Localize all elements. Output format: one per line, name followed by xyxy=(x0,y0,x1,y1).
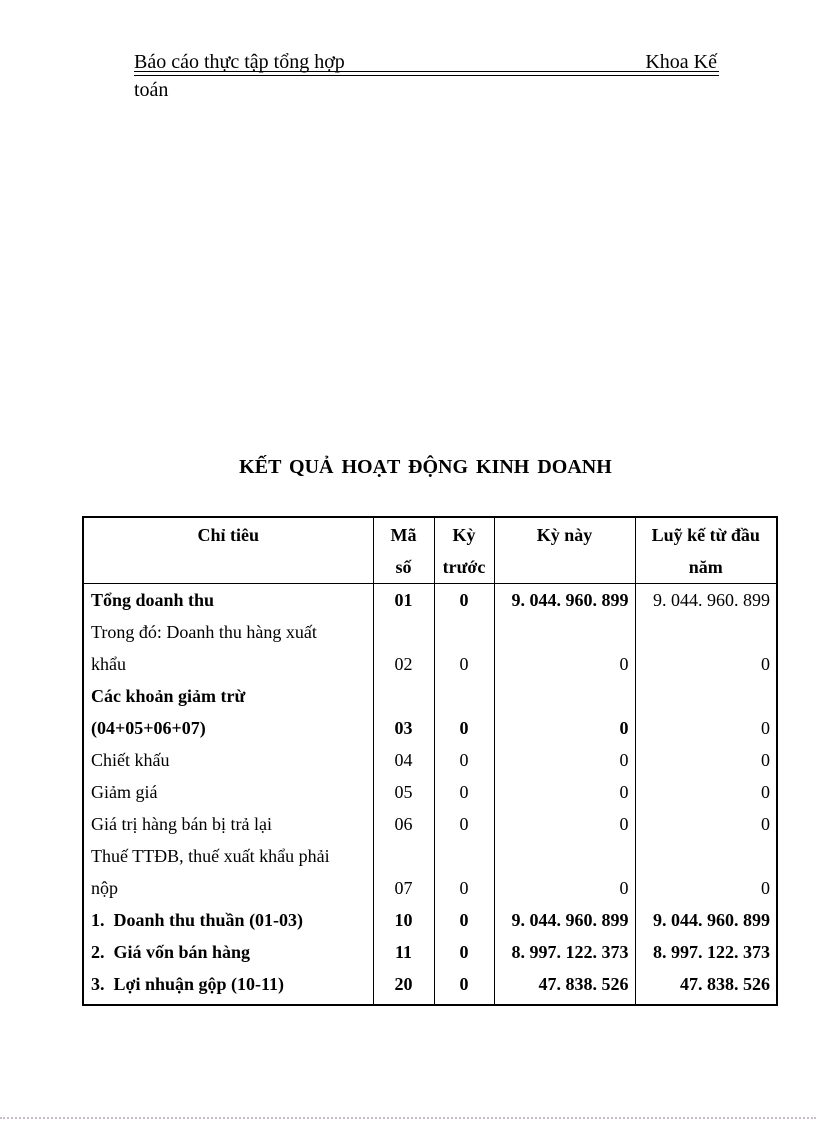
this-period-cell: 0 xyxy=(493,776,636,808)
footer-dotted-line xyxy=(0,1117,816,1119)
code-cell: 04 xyxy=(372,744,435,776)
this-period-cell: 0 xyxy=(493,808,636,840)
row-label-cell: Chiết khấu xyxy=(82,744,374,776)
row-label-cell: Trong đó: Doanh thu hàng xuất khẩu xyxy=(82,616,374,680)
cumulative-cell: 8. 997. 122. 373 xyxy=(634,936,778,968)
this-period-cell: 0 xyxy=(493,680,636,744)
column-header-criteria: Chỉ tiêu xyxy=(82,516,374,584)
this-period-cell: 0 xyxy=(493,744,636,776)
cumulative-cell: 0 xyxy=(634,680,778,744)
header-underline: Báo cáo thực tập tổng hợp Khoa Kế xyxy=(134,50,719,76)
row-label-cell: 1. Doanh thu thuần (01-03) xyxy=(82,904,374,936)
this-period-cell: 47. 838. 526 xyxy=(493,968,636,1005)
cumulative-cell: 0 xyxy=(634,840,778,904)
cumulative-cell: 0 xyxy=(634,616,778,680)
cumulative-cell: 9. 044. 960. 899 xyxy=(634,583,778,616)
this-period-cell: 0 xyxy=(493,840,636,904)
prev-period-cell: 0 xyxy=(433,968,495,1005)
prev-period-cell: 0 xyxy=(433,840,495,904)
this-period-cell: 0 xyxy=(493,616,636,680)
business-results-table: Chỉ tiêu Mã số Kỳ trước Kỳ này Luỹ kế từ… xyxy=(82,516,778,1006)
prev-period-cell: 0 xyxy=(433,936,495,968)
column-header-code: Mã số xyxy=(372,516,435,584)
this-period-cell: 9. 044. 960. 899 xyxy=(493,904,636,936)
page-header: Báo cáo thực tập tổng hợp Khoa Kế toán xyxy=(134,50,719,102)
report-title: KẾT QUẢ HOẠT ĐỘNG KINH DOANH xyxy=(239,456,612,478)
header-overflow-text: toán xyxy=(134,79,169,101)
table-row: Các khoản giảm trừ (04+05+06+07) 03 0 0 … xyxy=(82,680,778,744)
header-left-text: Báo cáo thực tập tổng hợp xyxy=(134,51,345,73)
code-cell: 20 xyxy=(372,968,435,1005)
this-period-cell: 8. 997. 122. 373 xyxy=(493,936,636,968)
this-period-cell: 9. 044. 960. 899 xyxy=(493,583,636,616)
row-label-cell: Thuế TTĐB, thuế xuất khẩu phải nộp xyxy=(82,840,374,904)
prev-period-cell: 0 xyxy=(433,616,495,680)
table-row: Trong đó: Doanh thu hàng xuất khẩu 02 0 … xyxy=(82,616,778,680)
table-row: 2. Giá vốn bán hàng 11 0 8. 997. 122. 37… xyxy=(82,936,778,968)
table-row: Giá trị hàng bán bị trả lại 06 0 0 0 xyxy=(82,808,778,840)
table-row: Chiết khấu 04 0 0 0 xyxy=(82,744,778,776)
code-cell: 11 xyxy=(372,936,435,968)
table-row: Thuế TTĐB, thuế xuất khẩu phải nộp 07 0 … xyxy=(82,840,778,904)
prev-period-cell: 0 xyxy=(433,904,495,936)
table-row: Giảm giá 05 0 0 0 xyxy=(82,776,778,808)
code-cell: 03 xyxy=(372,680,435,744)
cumulative-cell: 0 xyxy=(634,776,778,808)
header-right-text: Khoa Kế xyxy=(645,51,717,73)
table-row: 3. Lợi nhuận gộp (10-11) 20 0 47. 838. 5… xyxy=(82,968,778,1005)
row-label-cell: Giá trị hàng bán bị trả lại xyxy=(82,808,374,840)
code-cell: 05 xyxy=(372,776,435,808)
row-label-cell: 2. Giá vốn bán hàng xyxy=(82,936,374,968)
table-row: Tổng doanh thu 01 0 9. 044. 960. 899 9. … xyxy=(82,583,778,616)
column-header-this-period: Kỳ này xyxy=(493,516,636,584)
row-label-cell: Tổng doanh thu xyxy=(82,583,374,616)
cumulative-cell: 0 xyxy=(634,808,778,840)
row-label-cell: 3. Lợi nhuận gộp (10-11) xyxy=(82,968,374,1005)
prev-period-cell: 0 xyxy=(433,744,495,776)
prev-period-cell: 0 xyxy=(433,680,495,744)
code-cell: 01 xyxy=(372,583,435,616)
cumulative-cell: 9. 044. 960. 899 xyxy=(634,904,778,936)
column-header-prev-period: Kỳ trước xyxy=(433,516,495,584)
code-cell: 07 xyxy=(372,840,435,904)
cumulative-cell: 0 xyxy=(634,744,778,776)
table-header-row: Chỉ tiêu Mã số Kỳ trước Kỳ này Luỹ kế từ… xyxy=(82,516,778,584)
cumulative-cell: 47. 838. 526 xyxy=(634,968,778,1005)
code-cell: 10 xyxy=(372,904,435,936)
prev-period-cell: 0 xyxy=(433,776,495,808)
row-label-cell: Giảm giá xyxy=(82,776,374,808)
prev-period-cell: 0 xyxy=(433,583,495,616)
column-header-cumulative: Luỹ kế từ đầu năm xyxy=(634,516,778,584)
code-cell: 02 xyxy=(372,616,435,680)
row-label-cell: Các khoản giảm trừ (04+05+06+07) xyxy=(82,680,374,744)
table-row: 1. Doanh thu thuần (01-03) 10 0 9. 044. … xyxy=(82,904,778,936)
prev-period-cell: 0 xyxy=(433,808,495,840)
code-cell: 06 xyxy=(372,808,435,840)
